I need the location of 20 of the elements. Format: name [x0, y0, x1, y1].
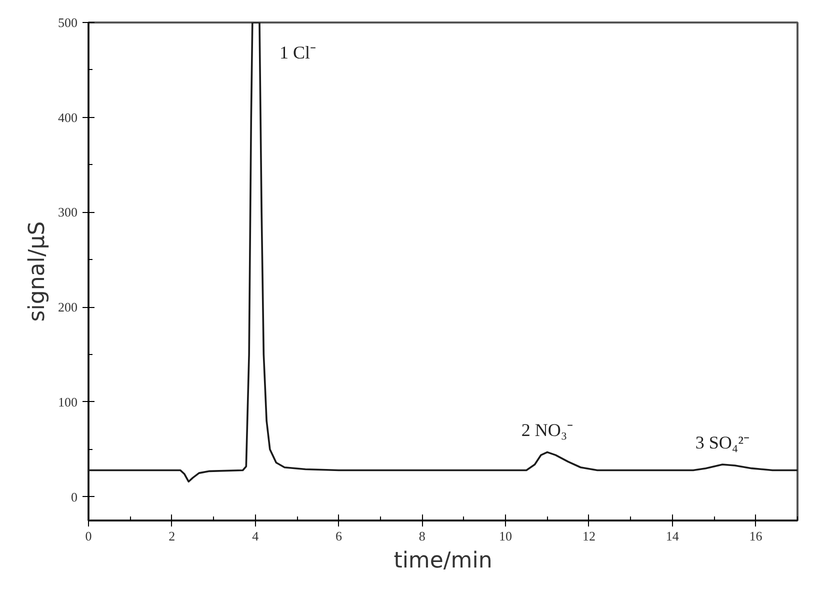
- x-tick-label: 8: [418, 528, 426, 544]
- y-axis-title: signal/µS: [25, 221, 50, 322]
- y-tick-label: 400: [58, 110, 78, 125]
- x-tick-label: 12: [582, 528, 596, 544]
- x-tick-label: 6: [335, 528, 342, 544]
- y-tick-label: 200: [58, 300, 78, 315]
- y-tick-label: 500: [58, 15, 78, 30]
- x-tick-label: 2: [168, 528, 176, 544]
- y-tick-label: 0: [71, 489, 78, 504]
- x-tick-label: 16: [749, 528, 763, 544]
- annotation: 2 NO₃⁻: [521, 420, 574, 440]
- y-tick-label: 300: [58, 204, 78, 220]
- annotation: 1 Cl⁻: [279, 42, 316, 62]
- x-tick-label: 14: [666, 528, 680, 544]
- x-tick-label: 0: [85, 528, 92, 544]
- x-tick-label: 10: [499, 528, 512, 544]
- x-axis-title: time/min: [394, 548, 492, 574]
- annotation: 3 SO₄²⁻: [695, 432, 750, 453]
- y-tick-label: 100: [58, 394, 78, 410]
- x-tick-label: 4: [252, 528, 260, 544]
